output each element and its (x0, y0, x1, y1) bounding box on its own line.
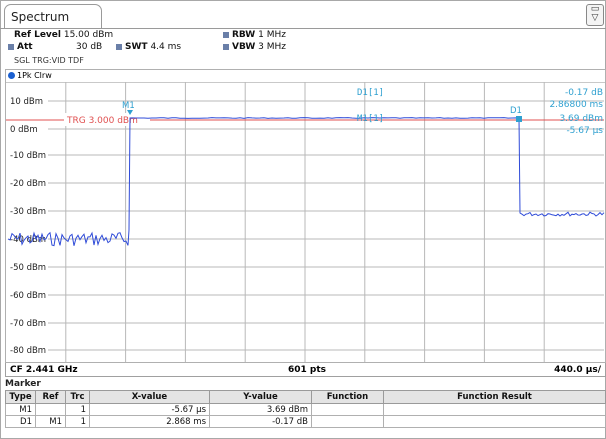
cell-y-value: -0.17 dB (209, 415, 312, 428)
cell-x-value: 2.868 ms (89, 415, 210, 428)
att-value: 30 dB (76, 42, 103, 52)
y-tick-label: -40 dBm (10, 235, 46, 245)
vbw-value: 3 MHz (258, 42, 286, 52)
d1-marker-icon (516, 116, 522, 122)
m1-level-readout: 3.69 dBm (559, 114, 603, 124)
col-function-result: Function Result (383, 390, 606, 404)
cell-ref: M1 (35, 415, 66, 428)
m1-readout-label: M1[1] (357, 114, 384, 124)
ref-level-readout: Ref Level 15.00 dBm (14, 30, 113, 40)
cell-trc: 1 (65, 415, 90, 428)
col-function: Function (311, 390, 384, 404)
tab-spectrum[interactable]: Spectrum (4, 4, 102, 28)
swt-readout: SWT 4.4 ms (116, 42, 181, 52)
table-row[interactable]: D1 M1 1 2.868 ms -0.17 dB (5, 415, 606, 428)
table-row[interactable]: M1 1 -5.67 µs 3.69 dBm (5, 403, 606, 416)
marker-table-title: Marker (5, 379, 41, 389)
window-menu-icon[interactable]: ▭ ▽ (586, 4, 604, 26)
cell-type: M1 (5, 403, 36, 416)
y-tick-label: -60 dBm (10, 291, 46, 301)
cell-x-value: -5.67 µs (89, 403, 210, 416)
vbw-readout: VBW 3 MHz (223, 42, 286, 52)
marker-table: Type Ref Trc X-value Y-value Function Fu… (5, 390, 606, 428)
plot-grid (48, 82, 604, 362)
swt-indicator-icon (116, 43, 122, 50)
cell-function-result (383, 415, 606, 428)
d1-marker-label: D1 (510, 106, 522, 116)
trigger-label-bg (64, 113, 150, 126)
col-x-value: X-value (89, 390, 210, 404)
rbw-value: 1 MHz (258, 30, 286, 40)
rbw-readout: RBW 1 MHz (223, 30, 286, 40)
trigger-label: TRG 3.000 dBm (66, 116, 138, 126)
cell-function (311, 403, 384, 416)
tab-divider (0, 28, 606, 29)
vbw-label: VBW (232, 42, 256, 52)
col-trc: Trc (65, 390, 90, 404)
trace-indicator-icon (8, 72, 15, 79)
trigger-mode-readout: SGL TRG:VID TDF (14, 56, 84, 65)
time-per-division: 440.0 µs/ (554, 365, 601, 375)
m1-marker-label: M1 (122, 101, 135, 111)
cell-ref (35, 403, 66, 416)
swt-label: SWT (125, 42, 148, 52)
rbw-label: RBW (232, 30, 256, 40)
trace-label: 1Pk Clrw (17, 71, 52, 80)
y-axis-tick-labels: 10 dBm 0 dBm -10 dBm -20 dBm -30 dBm -40 dBm -… (10, 97, 46, 356)
marker-table-header: Type Ref Trc X-value Y-value Function Fu… (5, 390, 606, 404)
cell-function-result (383, 403, 606, 416)
y-tick-label: -30 dBm (10, 207, 46, 217)
y-tick-label: 10 dBm (10, 97, 43, 107)
y-tick-label: -50 dBm (10, 263, 46, 273)
m1-time-readout: -5.67 µs (566, 126, 603, 136)
y-tick-label: -10 dBm (10, 151, 46, 161)
rbw-indicator-icon (223, 31, 229, 38)
y-tick-label: -20 dBm (10, 179, 46, 189)
trace-1 (7, 117, 605, 247)
vbw-indicator-icon (223, 43, 229, 50)
tab-spectrum-label: Spectrum (11, 10, 70, 24)
plot-footer: CF 2.441 GHz 601 pts 440.0 µs/ (5, 363, 606, 377)
y-tick-label: 0 dBm (10, 125, 38, 135)
delta-time-readout: 2.86800 ms (549, 100, 603, 110)
y-tick-label: -80 dBm (10, 346, 46, 356)
att-label: Att (17, 42, 33, 52)
delta-readout-label: D1[1] (357, 88, 384, 98)
ref-level-label: Ref Level (14, 30, 61, 40)
att-indicator-icon (8, 43, 14, 50)
ref-level-value: 15.00 dBm (63, 30, 114, 40)
center-frequency: CF 2.441 GHz (10, 365, 78, 375)
cell-function (311, 415, 384, 428)
col-y-value: Y-value (209, 390, 312, 404)
cell-type: D1 (5, 415, 36, 428)
att-readout: Att (8, 42, 33, 52)
delta-level-readout: -0.17 dB (565, 88, 603, 98)
cell-y-value: 3.69 dBm (209, 403, 312, 416)
m1-marker-icon (127, 110, 133, 115)
swt-value: 4.4 ms (150, 42, 182, 52)
col-type: Type (5, 390, 36, 404)
sweep-points: 601 pts (288, 365, 327, 375)
cell-trc: 1 (65, 403, 90, 416)
y-tick-label: -70 dBm (10, 319, 46, 329)
col-ref: Ref (35, 390, 66, 404)
